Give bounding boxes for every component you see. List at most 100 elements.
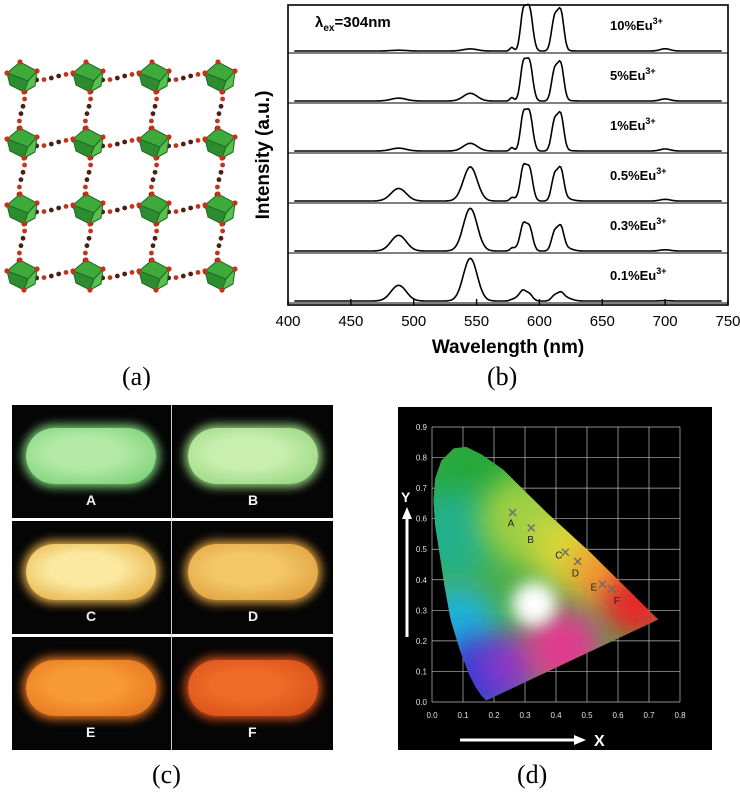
oxygen-atom xyxy=(17,59,23,65)
linker-atom xyxy=(20,103,26,109)
linker-atom xyxy=(22,96,27,102)
linker-atom xyxy=(86,103,92,109)
spectrum-line xyxy=(294,207,722,252)
series-label: 0.1%Eu3+ xyxy=(610,266,667,283)
oxygen-atom xyxy=(87,89,93,95)
series-label: 0.3%Eu3+ xyxy=(610,216,667,233)
linker-atom xyxy=(86,235,92,241)
panel-label-b: (b) xyxy=(487,362,518,391)
series-label: 5%Eu3+ xyxy=(610,66,656,83)
linker-atom xyxy=(195,138,201,143)
luminescence-photo-grid: A B C D E F xyxy=(12,405,333,750)
oxygen-atom xyxy=(34,134,40,140)
oxygen-atom xyxy=(219,221,225,227)
linker-atom xyxy=(56,139,62,145)
y-tick-label: 0.9 xyxy=(416,423,428,432)
luminescent-film xyxy=(26,544,156,600)
series-label-main: 0.5%Eu xyxy=(610,168,656,183)
linker-atom xyxy=(149,184,154,190)
y-axis-label: Intensity (a.u.) xyxy=(255,91,274,220)
oxygen-atom xyxy=(202,268,208,274)
oxygen-atom xyxy=(219,89,225,95)
linker-atom xyxy=(56,271,62,277)
oxygen-atom xyxy=(70,136,76,142)
linker-atom xyxy=(114,207,120,213)
metal-polyhedron xyxy=(4,125,40,161)
linker-atom xyxy=(56,73,62,79)
oxygen-atom xyxy=(70,202,76,208)
arrow-head xyxy=(574,735,586,745)
linker-atom xyxy=(173,209,179,214)
linker-atom xyxy=(216,111,222,117)
linker-atom xyxy=(83,250,88,256)
oxygen-atom xyxy=(21,287,27,293)
luminescent-film xyxy=(188,428,318,484)
linker-atom xyxy=(154,162,159,168)
linker-atom xyxy=(218,169,224,175)
oxygen-atom xyxy=(166,68,172,74)
sample-label: A xyxy=(86,492,97,508)
linker-atom xyxy=(22,162,27,168)
linker-atom xyxy=(129,204,135,209)
linker-atom xyxy=(122,73,128,79)
linker-atom xyxy=(216,243,222,249)
linker-atom xyxy=(107,77,113,82)
oxygen-atom xyxy=(153,221,159,227)
sample-label: E xyxy=(86,724,96,740)
linker-atom xyxy=(84,111,90,117)
metal-polyhedron xyxy=(202,257,238,293)
oxygen-atom xyxy=(21,155,27,161)
oxygen-atom xyxy=(153,287,159,293)
metal-polyhedron xyxy=(136,125,172,161)
metal-polyhedron xyxy=(4,191,40,227)
metal-polyhedron xyxy=(70,191,106,227)
color-region xyxy=(512,582,557,627)
oxygen-atom xyxy=(4,70,10,76)
oxygen-atom xyxy=(166,134,172,140)
series-label-main: 0.1%Eu xyxy=(610,268,656,283)
x-tick-label: 0.3 xyxy=(519,711,531,720)
oxygen-atom xyxy=(219,287,225,293)
linker-atom xyxy=(215,250,220,256)
oxygen-atom xyxy=(17,257,23,263)
y-tick-label: 0.0 xyxy=(416,698,428,707)
oxygen-atom xyxy=(34,68,40,74)
oxygen-atom xyxy=(219,155,225,161)
point-label: B xyxy=(527,535,534,546)
oxygen-atom xyxy=(202,202,208,208)
x-axis-label: Wavelength (nm) xyxy=(432,337,584,358)
oxygen-atom xyxy=(232,266,238,272)
point-label: A xyxy=(508,519,515,530)
linker-atom xyxy=(48,273,54,279)
x-tick-label: 750 xyxy=(715,313,740,330)
linker-atom xyxy=(188,73,194,79)
oxygen-atom xyxy=(70,70,76,76)
oxygen-atom xyxy=(34,200,40,206)
linker-atom xyxy=(63,72,69,77)
oxygen-atom xyxy=(87,155,93,161)
linker-atom xyxy=(83,118,88,124)
series-label-main: 10%Eu xyxy=(610,18,653,33)
x-tick-label: 0.4 xyxy=(550,711,562,720)
oxygen-atom xyxy=(149,257,155,263)
oxygen-atom xyxy=(215,125,221,131)
linker-atom xyxy=(63,270,69,275)
linker-atom xyxy=(149,250,154,256)
point-marker xyxy=(561,548,570,557)
x-tick-label: 0.2 xyxy=(488,711,500,720)
point-label: E xyxy=(591,582,598,593)
cie-point-f: F xyxy=(607,584,620,607)
excitation-symbol: λ xyxy=(315,14,324,31)
oxygen-atom xyxy=(136,202,142,208)
linker-atom xyxy=(86,169,92,175)
metal-polyhedron xyxy=(70,59,106,95)
y-tick-label: 0.3 xyxy=(416,606,428,615)
point-label: C xyxy=(555,550,562,561)
oxygen-atom xyxy=(166,266,172,272)
oxygen-atom xyxy=(136,268,142,274)
linker-atom xyxy=(215,184,220,190)
linker-atom xyxy=(84,177,90,183)
series-label-main: 0.3%Eu xyxy=(610,218,656,233)
excitation-value: =304nm xyxy=(334,14,390,31)
series-label-sup: 3+ xyxy=(645,66,655,76)
